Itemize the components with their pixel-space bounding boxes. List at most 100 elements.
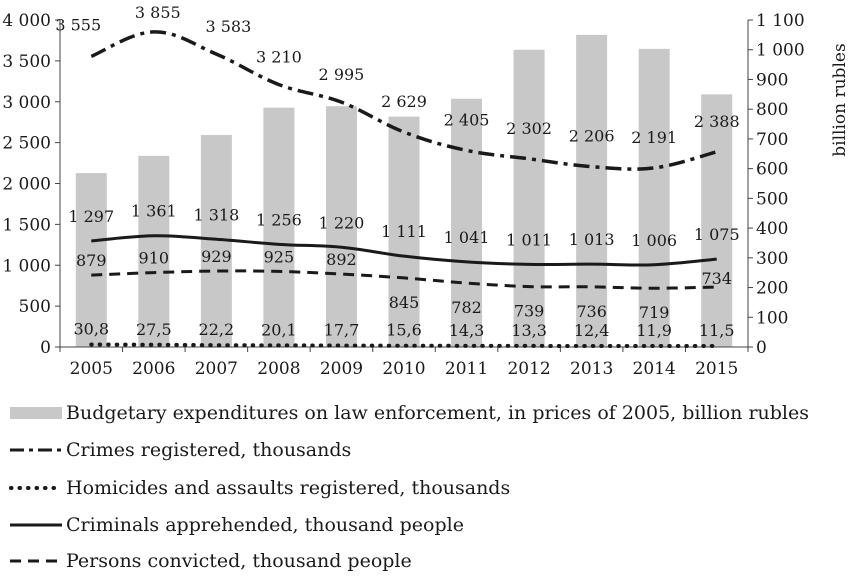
data-label-solid: 1 075	[694, 225, 740, 244]
data-label-dashed: 739	[514, 302, 545, 321]
legend-item-apprehended: Criminals apprehended, thousand people	[8, 510, 464, 540]
data-label-dashdot: 2 191	[631, 128, 677, 147]
bar-2009	[325, 106, 357, 347]
data-label-dashed: 845	[389, 293, 420, 312]
line-solid	[91, 234, 717, 267]
data-label-solid: 1 256	[256, 210, 302, 229]
data-label-dotted: 13,3	[511, 321, 547, 340]
legend-swatch-solid	[8, 515, 64, 535]
data-label-dashdot: 2 302	[506, 119, 552, 138]
bar-2006	[138, 155, 170, 347]
chart: 0 500 1 000 1 500 2 000 2 500 3 000 3 500 4 000 0…	[2, 3, 849, 379]
legend-swatch-dotted	[8, 478, 64, 498]
bar-2013	[576, 34, 608, 347]
legend-item-convicted: Persons convicted, thousand people	[8, 546, 412, 576]
data-label-solid: 1 318	[193, 205, 239, 224]
data-label-dashed: 925	[264, 247, 295, 266]
data-label-dashed: 879	[76, 251, 107, 270]
left-tick-label: 4 000	[2, 11, 51, 31]
data-label-dashdot: 2 206	[569, 127, 615, 146]
axes: 0 500 1 000 1 500 2 000 2 500 3 000 3 500 4 000 0…	[2, 11, 804, 379]
line-dashed	[91, 269, 717, 290]
data-label-dashdot: 3 555	[55, 15, 101, 34]
data-label-solid: 1 006	[631, 231, 677, 250]
left-tick-label: 2 500	[2, 134, 51, 154]
x-tick-label-2006: 2006	[132, 359, 175, 379]
left-tick-label: 2 000	[2, 175, 51, 195]
bar-2012	[513, 49, 545, 348]
data-label-dashed: 719	[639, 303, 670, 322]
line-group	[89, 30, 719, 349]
legend-item-expenditures: Budgetary expenditures on law enforcemen…	[8, 398, 809, 428]
bar-2008	[263, 107, 295, 347]
data-label-dashdot: 2 405	[444, 110, 490, 129]
legend-label: Homicides and assaults registered, thous…	[66, 477, 511, 499]
data-label-dashed: 734	[701, 269, 732, 288]
right-tick-label: 200	[756, 279, 788, 299]
legend-swatch-dashdot	[8, 440, 64, 460]
right-tick-label: 600	[756, 160, 788, 180]
data-label-dotted: 14,3	[449, 321, 485, 340]
data-label-dotted: 27,5	[136, 320, 172, 339]
data-label-dashdot: 3 583	[205, 17, 251, 36]
right-tick-label: 100	[756, 308, 788, 328]
data-label-solid: 1 013	[569, 230, 615, 249]
data-label-dotted: 11,9	[636, 321, 672, 340]
data-label-solid: 1 361	[131, 202, 177, 221]
legend-label: Persons convicted, thousand people	[66, 550, 412, 572]
x-tick-label-2007: 2007	[195, 359, 238, 379]
right-tick-label: 0	[756, 338, 767, 358]
right-tick-label: 1 100	[756, 11, 805, 31]
x-tick-label-2008: 2008	[257, 359, 300, 379]
data-label-dashed: 910	[139, 249, 170, 268]
data-label-dotted: 30,8	[73, 319, 109, 338]
data-label-dashdot: 2 388	[694, 112, 740, 131]
x-tick-label-2005: 2005	[70, 359, 113, 379]
right-tick-label: 400	[756, 219, 788, 239]
data-label-dashdot: 3 855	[135, 3, 181, 22]
right-tick-label: 900	[756, 70, 788, 90]
legend-swatch-dashed	[8, 551, 64, 571]
left-tick-label: 3 500	[2, 52, 51, 72]
legend-item-crimes: Crimes registered, thousands	[8, 435, 351, 465]
x-tick-label-2015: 2015	[695, 359, 738, 379]
legend-label: Budgetary expenditures on law enforcemen…	[66, 402, 810, 424]
data-label-dashed: 736	[576, 302, 607, 321]
legend-label: Criminals apprehended, thousand people	[66, 514, 464, 536]
x-tick-label-2011: 2011	[445, 359, 488, 379]
bar-2014	[638, 48, 670, 348]
data-label-dashdot: 3 210	[256, 48, 302, 67]
right-tick-label: 500	[756, 189, 788, 209]
bar-2005	[75, 173, 107, 347]
bar-2015	[701, 94, 733, 348]
data-label-dashed: 892	[326, 250, 357, 269]
bar-2011	[451, 98, 483, 347]
left-tick-label: 3 000	[2, 93, 51, 113]
legend-label: Crimes registered, thousands	[66, 439, 352, 461]
right-tick-label: 700	[756, 130, 788, 150]
bar-group	[75, 34, 733, 348]
data-label-dotted: 20,1	[261, 320, 297, 339]
data-label-solid: 1 011	[506, 230, 552, 249]
data-label-solid: 1 220	[319, 213, 365, 232]
data-label-dotted: 12,4	[574, 321, 610, 340]
left-tick-label: 500	[19, 297, 51, 317]
legend-item-homicides: Homicides and assaults registered, thous…	[8, 473, 510, 503]
data-label-solid: 1 111	[381, 222, 427, 241]
x-tick-label-2013: 2013	[570, 359, 613, 379]
x-tick-label-2012: 2012	[507, 359, 550, 379]
data-label-dashdot: 2 995	[319, 65, 365, 84]
right-tick-label: 800	[756, 100, 788, 120]
data-label-solid: 1 041	[444, 228, 490, 247]
data-label-dotted: 11,5	[699, 321, 735, 340]
legend-swatch-bar	[8, 403, 64, 423]
line-dotted	[89, 342, 719, 349]
left-tick-label: 1 500	[2, 215, 51, 235]
data-label-dashed: 782	[451, 298, 482, 317]
bar-2010	[388, 116, 420, 347]
data-label-dotted: 17,7	[324, 321, 360, 340]
left-tick-label: 0	[40, 338, 51, 358]
right-tick-label: 300	[756, 249, 788, 269]
x-tick-label-2014: 2014	[633, 359, 676, 379]
data-label-solid: 1 297	[68, 207, 114, 226]
